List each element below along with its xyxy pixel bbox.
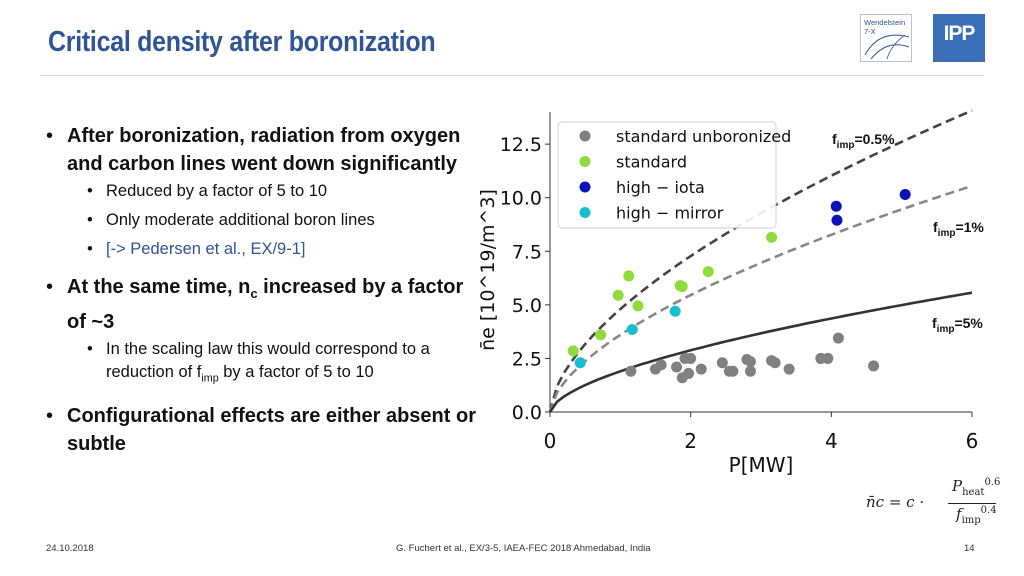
data-point [595,329,607,341]
sub-bullet: • In the scaling law this would correspon… [87,340,430,385]
legend-marker [579,181,591,193]
data-point [683,367,695,379]
slide-title: Critical density after boronization [48,26,436,58]
formula-denominator-base: f [956,505,962,523]
data-point [695,363,707,375]
y-axis-label: n̄e [10^19/m^3] [477,189,499,351]
wendelstein-7x-logo: Wendelstein 7-X [860,14,912,62]
x-axis-label: P[MW] [729,453,794,477]
data-point [727,365,739,377]
bullet-text-pre: At the same time, n [67,276,251,298]
scaling-curve [548,291,973,413]
curve-annotation: fimp=0.5% [832,131,895,151]
y-tick-label: 2.5 [512,348,542,370]
data-point [830,200,842,212]
scaling-curve [548,184,973,413]
formula-denominator-sup: 0.4 [980,505,997,516]
y-tick-label: 7.5 [512,241,542,263]
data-point [655,359,667,371]
formula-numerator-sub: heat [962,487,985,498]
ipp-logo: IPP [933,14,985,62]
footer-date: 24.10.2018 [46,543,94,554]
y-tick-label: 0.0 [512,402,542,424]
footer-citation: G. Fuchert et al., EX/3-5, IAEA-FEC 2018… [396,543,651,554]
formula-denominator-sub: imp [961,515,981,526]
sub-bullet-text: Reduced by a factor of 5 to 10 [106,182,328,200]
data-point [671,361,683,373]
legend-label: high − mirror [616,204,724,223]
data-point [676,281,688,293]
formula-numerator: Pheat0.6 [952,477,1000,498]
sub-bullet-text: Only moderate additional boron lines [106,211,375,229]
scaling-law-formula: n̄c = c · Pheat0.6 fimp0.4 [866,475,1000,535]
data-point [567,345,579,357]
legend-box [557,121,777,229]
data-point [831,214,843,226]
fraction-bar [948,503,996,504]
formula-numerator-sup: 0.6 [984,477,1001,488]
sub-bullet-subscript: imp [201,372,219,385]
data-point [766,231,778,243]
curve-annotation: fimp=5% [932,315,983,335]
bullet-subscript: c [250,286,258,301]
data-point [625,365,637,377]
data-point [822,352,834,364]
curve-annotation: fimp=1% [933,219,984,239]
data-point [574,357,586,369]
bullet-configurational: • Configurational effects are either abse… [46,405,476,456]
bullet-boronization-text: After boronization, radiation from oxyge… [67,125,461,175]
legend-label: standard unboronized [616,127,791,146]
w7x-logo-text-1: Wendelstein [864,18,906,27]
data-point [832,332,844,344]
legend-label: high − iota [616,178,705,197]
data-point [744,356,756,368]
y-tick-label: 12.5 [500,134,542,156]
bullet-critical-density: • At the same time, nc increased by a fac… [46,276,464,333]
data-point [744,365,756,377]
data-point [612,289,624,301]
formula-lhs: n̄c = c · [866,493,925,511]
data-point [632,300,644,312]
data-point [716,357,728,369]
bullet-boronization: • After boronization, radiation from oxyg… [46,125,461,175]
data-point [685,352,697,364]
data-point [899,189,911,200]
formula-numerator-base: P [952,477,963,495]
legend-marker [579,207,591,218]
y-tick-label: 5.0 [512,295,542,317]
legend-marker [579,130,591,142]
bullet-text-post: increased by a factor of ~3 [67,276,464,333]
sub-bullet: • Reduced by a factor of 5 to 10 [87,182,328,200]
sub-bullet: • Only moderate additional boron lines [87,211,375,229]
footer-page-number: 14 [964,543,975,554]
y-tick-label: 10.0 [500,188,542,210]
data-point [669,305,681,317]
title-divider [40,75,984,76]
data-point [702,266,714,278]
w7x-logo-text-2: 7-X [864,27,876,36]
bullet-configurational-text: Configurational effects are either absen… [67,405,476,456]
data-point [783,363,795,375]
sub-bullet-text-pre: In the scaling law this would correspond… [106,340,430,381]
legend-label: standard [616,153,687,172]
data-point [868,360,880,372]
x-tick-label: 4 [825,429,838,453]
reference-link[interactable]: [-> Pedersen et al., EX/9-1] [106,240,306,258]
legend-marker [579,156,591,167]
sub-bullet: • [-> Pedersen et al., EX/9-1] [87,240,306,258]
data-point [623,270,635,282]
x-tick-label: 0 [544,429,557,453]
data-point [769,357,781,369]
sub-bullet-text-post: by a factor of 5 to 10 [218,363,374,381]
bullet-list: • After boronization, radiation from oxyg… [44,122,484,460]
formula-denominator: fimp0.4 [956,505,997,526]
data-point [626,324,638,335]
x-tick-label: 2 [684,429,697,453]
x-tick-label: 6 [966,429,979,453]
